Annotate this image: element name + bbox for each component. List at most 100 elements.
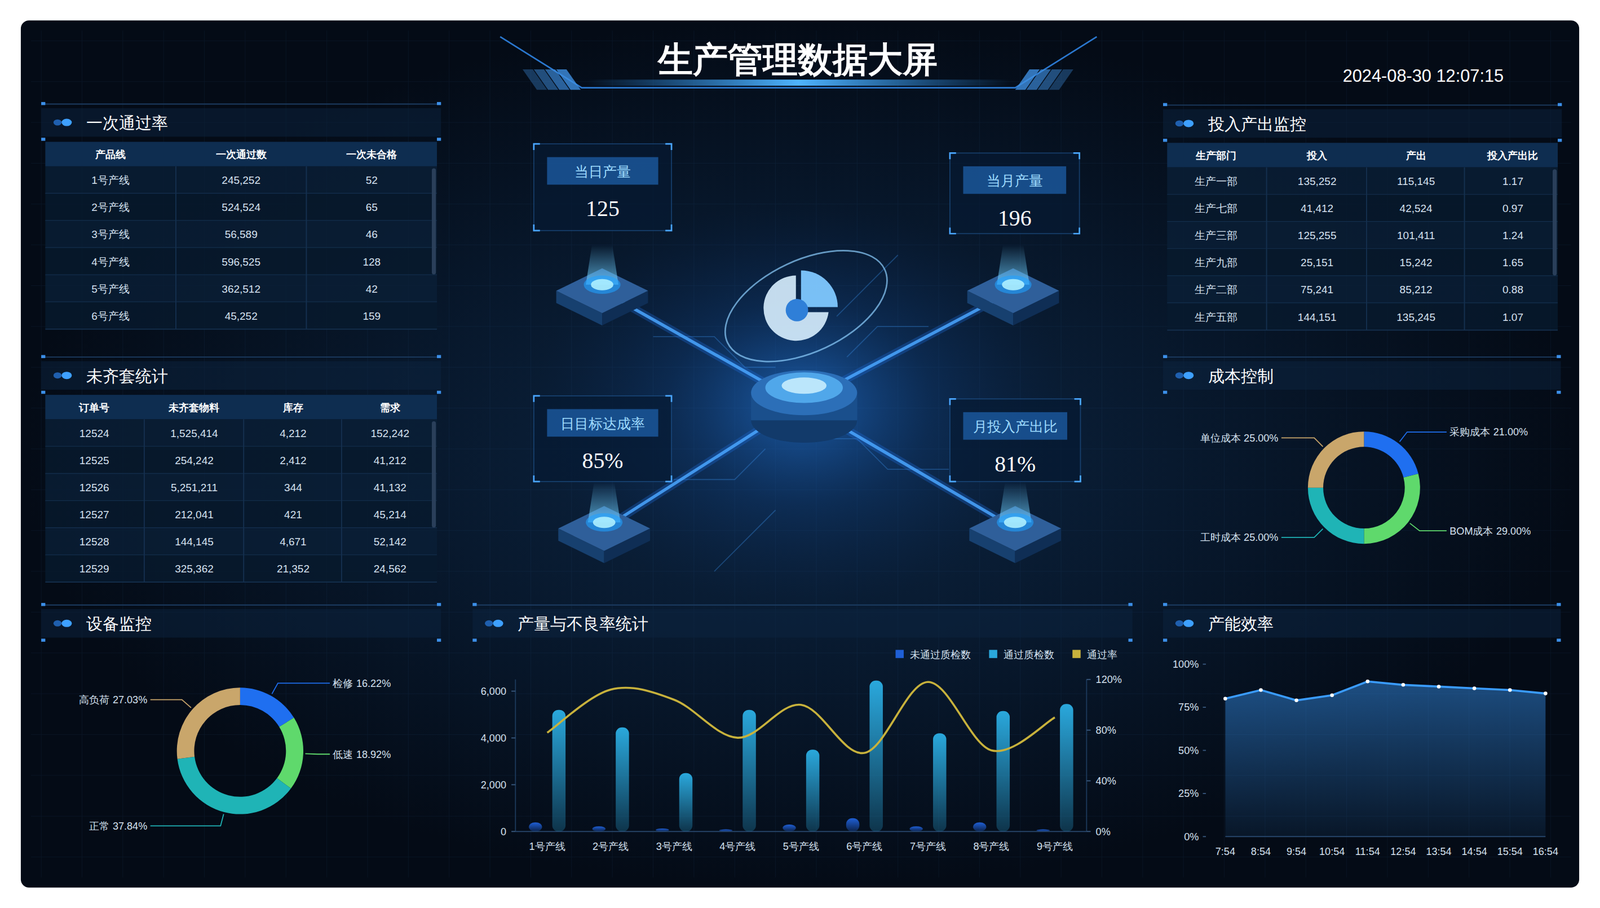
scrollbar [431, 421, 436, 528]
x-tick-label: 7号产线 [909, 840, 947, 852]
table-header: 投入产出比 [1486, 149, 1538, 162]
x-tick-label: 11:54 [1355, 845, 1381, 857]
legend-swatch [1072, 649, 1081, 658]
marker [1401, 682, 1406, 687]
ring [995, 275, 1032, 294]
kpi-box [533, 395, 672, 482]
bar-chart: 02,0004,0006,0000%40%80%120%1号产线2号产线3号产线… [480, 648, 1122, 852]
y2-tick [1086, 729, 1091, 731]
corner-tick [1556, 602, 1561, 606]
table-cell: 2,412 [279, 454, 307, 467]
table: 生产部门投入产出投入产出比生产一部135,252115,1451.17生产七部4… [1167, 142, 1558, 330]
table-cell: 245,252 [221, 174, 261, 187]
table-cell: 1.07 [1502, 311, 1524, 324]
x-tick-label: 8:54 [1251, 845, 1271, 857]
bg-line [530, 30, 532, 877]
frame [20, 20, 1580, 888]
kpi-label-bg [962, 412, 1068, 440]
table-col-line [1464, 167, 1466, 331]
table-col-line [341, 418, 343, 582]
panel-top-line [1163, 104, 1562, 106]
kpi-corner [949, 398, 957, 405]
legend-label: 通过率 [1086, 648, 1118, 661]
y-tick-label: 25% [1178, 787, 1199, 799]
icon [492, 619, 503, 627]
y-tick-label: 0% [1183, 831, 1199, 843]
table-row-bg [45, 247, 437, 275]
legend-label: 未通过质检数 [909, 648, 971, 661]
table-cell: 生产二部 [1194, 283, 1238, 296]
pedestal [558, 482, 651, 564]
corner-tick [1163, 602, 1168, 606]
table-cell: 3号产线 [91, 228, 130, 241]
corner-tick [1163, 390, 1168, 394]
table-cell: 75,241 [1300, 283, 1334, 296]
table-cell: 41,212 [373, 454, 407, 467]
x-tick-label: 8号产线 [973, 840, 1010, 852]
table-row-bg [1167, 194, 1558, 222]
icon [61, 619, 72, 627]
bg-line [448, 30, 450, 877]
kpi-corner [533, 475, 541, 482]
leader-line [1281, 437, 1324, 446]
corner-tick [1557, 103, 1562, 106]
plot [528, 680, 1074, 832]
panel-top-line [1163, 604, 1562, 606]
table-row-line [45, 328, 437, 330]
slice-category: 正常 [89, 820, 110, 832]
kpi-label-bg [546, 408, 658, 437]
slice-value: 37.84% [112, 820, 148, 832]
base-ring [765, 372, 843, 403]
bar [528, 821, 543, 832]
y-tick [511, 783, 516, 785]
x-tick-label: 15:54 [1497, 845, 1523, 857]
table-row-bg [45, 446, 437, 474]
icon [61, 371, 72, 379]
kpi-corner [949, 152, 957, 159]
icon [1183, 119, 1194, 127]
table-header: 需求 [379, 401, 401, 414]
table-col-line [306, 166, 308, 330]
y-tick [1203, 749, 1206, 751]
table-cell: 56,589 [224, 228, 258, 241]
table-cell: 5,251,211 [170, 481, 218, 494]
table-row-bg [1167, 275, 1558, 303]
table-col-line [242, 418, 245, 582]
panel-line [472, 638, 1133, 641]
slice-label: 单位成本25.00% [1200, 432, 1279, 444]
header-stripe [1015, 69, 1040, 90]
y-axis [514, 679, 516, 832]
leader-line [1410, 523, 1447, 531]
table-cell: 144,145 [174, 535, 214, 548]
table: 产品线一次通过数一次未合格1号产线245,252522号产线524,524653… [45, 141, 437, 329]
table-row-bg [45, 166, 437, 194]
y2-tick-label: 0% [1095, 825, 1111, 838]
slice-label: 低速18.92% [332, 748, 391, 760]
table-header: 一次通过数 [215, 148, 268, 161]
panel-header: 产能效率 [1163, 602, 1562, 642]
panel-title: 一次通过率 [86, 113, 169, 132]
y-tick-label: 6,000 [480, 685, 507, 697]
kpi-card: 当日产量125 [533, 143, 672, 231]
y2-axis [1085, 679, 1087, 832]
table-row-bg [45, 527, 437, 555]
pie-icon [801, 270, 838, 307]
table-cell: 4,212 [279, 427, 307, 440]
marker [1329, 692, 1334, 697]
table-cell: 21,352 [276, 562, 310, 575]
x-tick-label: 7:54 [1215, 845, 1236, 857]
line [547, 681, 1055, 753]
table-header: 库存 [282, 401, 304, 414]
table-cell: 1.17 [1502, 175, 1524, 188]
bar [719, 829, 733, 832]
corner-tick [472, 638, 477, 642]
bg-grid [31, 30, 1572, 877]
corner-tick [472, 602, 477, 606]
panel-header-bg [41, 108, 441, 137]
table-cell: 212,041 [174, 508, 214, 521]
table-col-line [341, 418, 343, 582]
table-header-bg [45, 141, 437, 166]
bg-line [31, 652, 1572, 653]
icon [1175, 120, 1184, 127]
x-tick-label: 16:54 [1532, 845, 1559, 857]
